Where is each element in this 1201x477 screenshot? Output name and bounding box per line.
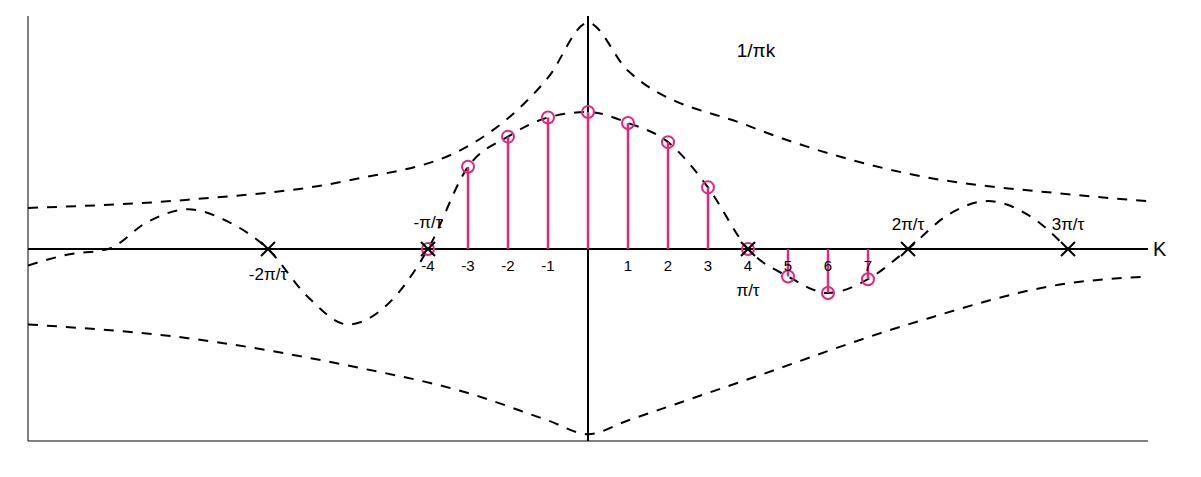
svg-text:1: 1	[624, 257, 632, 274]
svg-text:2: 2	[664, 257, 672, 274]
svg-text:5: 5	[784, 257, 792, 274]
svg-text:-3: -3	[461, 257, 474, 274]
svg-text:π/τ: π/τ	[736, 281, 759, 300]
svg-text:3π/τ: 3π/τ	[1052, 215, 1085, 234]
svg-text:-2π/τ: -2π/τ	[249, 265, 288, 284]
svg-text:-1: -1	[541, 257, 554, 274]
svg-text:1/πk: 1/πk	[737, 40, 776, 61]
svg-text:-2: -2	[501, 257, 514, 274]
svg-text:K: K	[1153, 238, 1167, 260]
svg-text:4: 4	[744, 257, 752, 274]
svg-text:-4: -4	[421, 257, 434, 274]
svg-text:3: 3	[704, 257, 712, 274]
svg-text:6: 6	[824, 257, 832, 274]
svg-text:-π/τ: -π/τ	[414, 213, 443, 232]
svg-text:2π/τ: 2π/τ	[892, 215, 925, 234]
svg-text:7: 7	[864, 257, 872, 274]
